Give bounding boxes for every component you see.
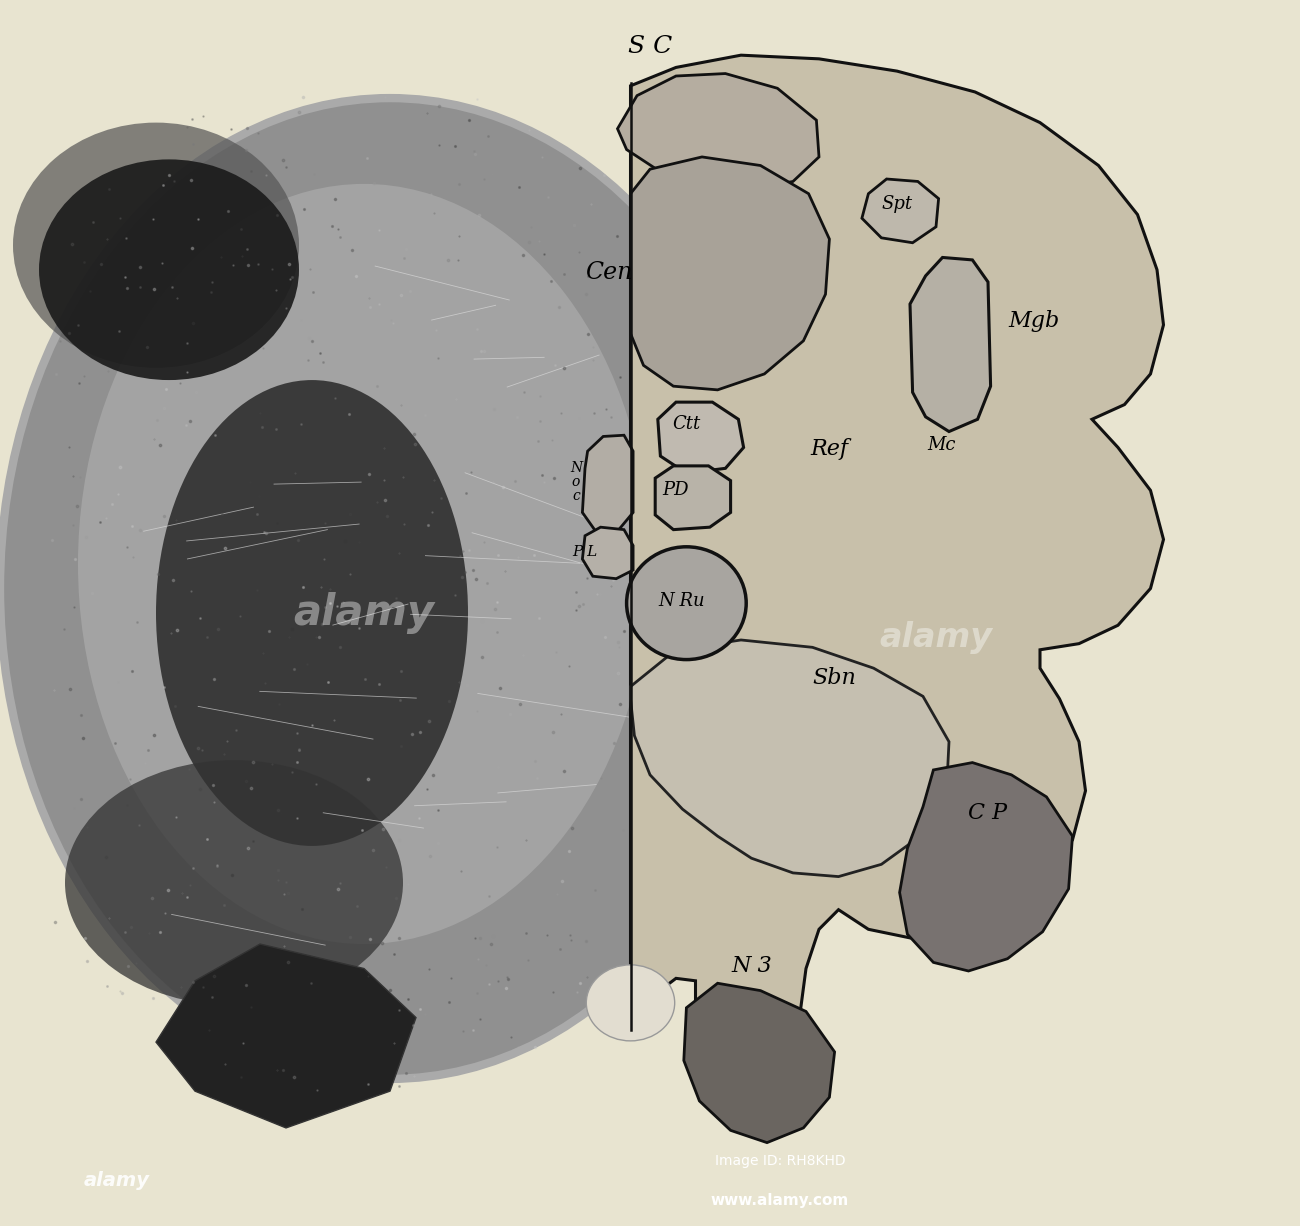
Ellipse shape <box>39 159 299 380</box>
Polygon shape <box>582 435 633 531</box>
Ellipse shape <box>65 760 403 1005</box>
Text: PD: PD <box>663 482 689 499</box>
Text: C P: C P <box>968 802 1008 824</box>
Text: Sbn: Sbn <box>812 667 857 689</box>
Text: alamy: alamy <box>294 592 434 634</box>
Ellipse shape <box>156 380 468 846</box>
Polygon shape <box>630 55 1164 1091</box>
Text: Ctt: Ctt <box>672 416 701 433</box>
Polygon shape <box>582 527 633 579</box>
Polygon shape <box>658 402 744 473</box>
Circle shape <box>627 547 746 660</box>
Text: N 3: N 3 <box>731 955 772 977</box>
Polygon shape <box>156 944 416 1128</box>
Text: P L: P L <box>572 544 598 559</box>
Text: Image ID: RH8KHD: Image ID: RH8KHD <box>715 1154 845 1167</box>
Text: Ref: Ref <box>810 438 849 460</box>
Text: Spt: Spt <box>881 195 913 212</box>
Ellipse shape <box>78 184 650 944</box>
Text: www.alamy.com: www.alamy.com <box>711 1193 849 1209</box>
Polygon shape <box>862 179 939 243</box>
Text: Mgb: Mgb <box>1008 310 1060 332</box>
Text: Cen: Cen <box>585 261 632 283</box>
Polygon shape <box>655 466 731 530</box>
Text: N
o
c: N o c <box>569 461 582 503</box>
Ellipse shape <box>586 965 675 1041</box>
Polygon shape <box>630 640 949 877</box>
Polygon shape <box>910 257 991 432</box>
Polygon shape <box>900 763 1072 971</box>
Text: N Ru: N Ru <box>658 592 705 609</box>
Polygon shape <box>618 74 819 190</box>
Text: alamy: alamy <box>84 1171 150 1190</box>
Text: alamy: alamy <box>880 622 992 653</box>
Text: S C: S C <box>628 36 672 58</box>
Polygon shape <box>684 983 835 1143</box>
Ellipse shape <box>13 123 299 368</box>
Text: Mc: Mc <box>927 436 956 454</box>
Ellipse shape <box>0 98 780 1079</box>
Polygon shape <box>630 157 829 390</box>
